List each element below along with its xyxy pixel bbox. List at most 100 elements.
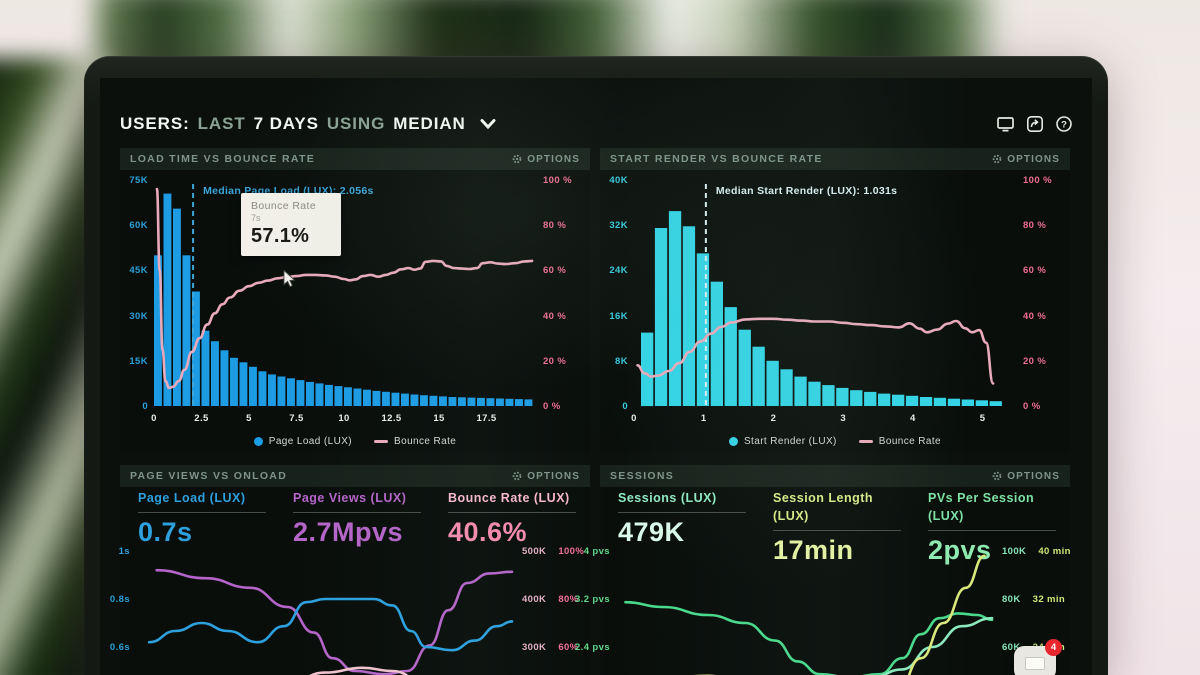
share-icon[interactable] bbox=[1027, 116, 1043, 132]
axis-tick-label: 40 % bbox=[1023, 310, 1047, 322]
axis-tick-label: 2 bbox=[770, 413, 777, 424]
sessions-metrics: Sessions (LUX) 479K Session Length (LUX)… bbox=[600, 489, 1070, 565]
header-median-label: MEDIAN bbox=[393, 114, 466, 133]
axis-tick-label: 4 bbox=[910, 413, 916, 424]
panel-sessions-title: SESSIONS bbox=[610, 470, 675, 482]
axis-tick-label: 40 % bbox=[543, 310, 567, 322]
axis-tick-label: 5 bbox=[246, 413, 252, 424]
axis-tick-label: 0 bbox=[622, 401, 628, 412]
axis-tick-label: 15 bbox=[433, 413, 445, 424]
axis-tick-label: 400K 80% bbox=[522, 594, 579, 605]
mouse-cursor-icon bbox=[283, 269, 296, 293]
metric-bounce-rate: Bounce Rate (LUX) 40.6% bbox=[430, 489, 585, 547]
load-time-chart: Median Page Load (LUX): 2.056s Bounce Ra… bbox=[120, 170, 590, 452]
gear-icon bbox=[512, 154, 522, 164]
legend-page-load[interactable]: Page Load (LUX) bbox=[253, 436, 352, 447]
axis-tick-label: 16K bbox=[609, 310, 628, 322]
axis-tick-label: 100 % bbox=[1023, 175, 1052, 186]
panel-page-views-title: PAGE VIEWS VS ONLOAD bbox=[130, 470, 288, 482]
axis-tick-label: 4 pvs bbox=[583, 546, 610, 557]
metric-pvs-per-session: PVs Per Session (LUX) 2pvs bbox=[910, 489, 1065, 565]
axis-tick-label: 60 % bbox=[543, 265, 567, 277]
axis-tick-label: 0.6s bbox=[109, 642, 130, 653]
start-render-chart-canvas[interactable]: Median Start Render (LUX): 1.031s bbox=[634, 180, 1014, 407]
axis-tick-label: 80 % bbox=[543, 220, 567, 232]
page-views-metrics: Page Load (LUX) 0.7s Page Views (LUX) 2.… bbox=[120, 489, 590, 547]
start-render-swatch bbox=[728, 437, 738, 446]
panel-sessions-header: SESSIONS OPTIONS bbox=[600, 465, 1070, 487]
axis-tick-label: 60 % bbox=[1023, 265, 1047, 277]
panel-page-views-header: PAGE VIEWS VS ONLOAD OPTIONS bbox=[120, 465, 590, 487]
sessions-chart-canvas[interactable] bbox=[618, 543, 994, 675]
page-views-options-button[interactable]: OPTIONS bbox=[512, 471, 580, 482]
axis-tick-label: 80 % bbox=[1023, 220, 1047, 232]
page-views-chart-canvas[interactable] bbox=[138, 543, 514, 675]
tooltip-value: 57.1% bbox=[251, 224, 310, 247]
axis-tick-label: 60K bbox=[129, 220, 148, 232]
legend-start-render[interactable]: Start Render (LUX) bbox=[728, 436, 837, 447]
metric-session-length: Session Length (LUX) 17min bbox=[755, 489, 910, 565]
legend-bounce-rate[interactable]: Bounce Rate bbox=[858, 436, 941, 447]
axis-tick-label: 20 % bbox=[543, 355, 567, 367]
axis-tick-label: 24K bbox=[609, 265, 628, 277]
legend-bounce-rate[interactable]: Bounce Rate bbox=[374, 436, 456, 447]
panel-start-render-header: START RENDER VS BOUNCE RATE OPTIONS bbox=[600, 148, 1070, 170]
panel-page-views-vs-onload: PAGE VIEWS VS ONLOAD OPTIONS Page Load (… bbox=[110, 465, 590, 675]
page-load-swatch bbox=[253, 437, 263, 446]
axis-tick-label: 30K bbox=[129, 310, 148, 322]
svg-text:Median Start Render (LUX): 1.0: Median Start Render (LUX): 1.031s bbox=[716, 185, 897, 197]
metric-sessions: Sessions (LUX) 479K bbox=[600, 489, 755, 547]
metric-page-load: Page Load (LUX) 0.7s bbox=[120, 489, 275, 547]
axis-tick-label: 12.5 bbox=[381, 413, 402, 424]
load-time-options-button[interactable]: OPTIONS bbox=[512, 154, 580, 165]
axis-tick-label: 3.2 pvs bbox=[574, 594, 610, 605]
panel-start-render-vs-bounce-rate: START RENDER VS BOUNCE RATE OPTIONS Medi… bbox=[600, 148, 1070, 452]
axis-tick-label: 0.8s bbox=[109, 594, 130, 605]
header-users-label: USERS: bbox=[120, 114, 190, 133]
header-range-label: 7 DAYS bbox=[253, 114, 319, 133]
start-render-legend: Start Render (LUX) Bounce Rate bbox=[600, 436, 1070, 447]
bounce-rate-swatch bbox=[858, 440, 873, 443]
axis-tick-label: 8K bbox=[615, 355, 628, 367]
users-range-dropdown[interactable]: USERS: LAST 7 DAYS USING MEDIAN bbox=[120, 114, 496, 134]
gear-icon bbox=[992, 154, 1002, 164]
help-icon[interactable]: ? bbox=[1056, 116, 1072, 132]
messenger-launcher-button[interactable]: 4 bbox=[1014, 639, 1062, 675]
sessions-options-button[interactable]: OPTIONS bbox=[992, 471, 1060, 482]
panel-load-time-header: LOAD TIME VS BOUNCE RATE OPTIONS bbox=[120, 148, 590, 170]
tooltip-bucket: 7s bbox=[251, 212, 261, 223]
axis-tick-label: 45K bbox=[129, 265, 148, 277]
header-toolbar: ? bbox=[997, 116, 1072, 132]
svg-text:?: ? bbox=[1061, 119, 1067, 130]
gear-icon bbox=[992, 471, 1002, 481]
axis-tick-label: 17.5 bbox=[476, 413, 497, 424]
gear-icon bbox=[512, 471, 522, 481]
axis-tick-label: 32K bbox=[609, 220, 628, 232]
axis-tick-label: 15K bbox=[129, 355, 148, 367]
panel-load-time-title: LOAD TIME VS BOUNCE RATE bbox=[130, 153, 316, 165]
start-render-options-button[interactable]: OPTIONS bbox=[992, 154, 1060, 165]
axis-tick-label: 3 bbox=[840, 413, 847, 424]
axis-tick-label: 7.5 bbox=[289, 413, 304, 424]
axis-tick-label: 1 bbox=[700, 413, 707, 424]
dashboard-header: USERS: LAST 7 DAYS USING MEDIAN bbox=[120, 108, 1072, 140]
display-icon[interactable] bbox=[997, 116, 1014, 132]
panel-load-time-vs-bounce-rate: LOAD TIME VS BOUNCE RATE OPTIONS Median … bbox=[120, 148, 590, 452]
axis-tick-label: 0 bbox=[151, 413, 157, 424]
axis-tick-label: 75K bbox=[129, 175, 148, 186]
laptop-bezel: USERS: LAST 7 DAYS USING MEDIAN bbox=[84, 56, 1108, 675]
axis-tick-label: 2.5 bbox=[194, 413, 209, 424]
header-using-label: USING bbox=[326, 114, 386, 133]
axis-tick-label: 100K 40 min bbox=[1002, 546, 1071, 557]
tooltip-title: Bounce Rate bbox=[251, 199, 317, 212]
axis-tick-label: 500K 100% bbox=[522, 546, 585, 557]
chevron-down-icon bbox=[474, 114, 496, 134]
panel-sessions: SESSIONS OPTIONS Sessions (LUX) 479K Ses… bbox=[575, 465, 1071, 675]
axis-tick-label: 0 % bbox=[1023, 401, 1041, 412]
axis-tick-label: 0 bbox=[142, 401, 148, 412]
sessions-chart: 4 pvs 3.2 pvs 2.4 pvs 100K 40 min 80K 32 min 60… bbox=[575, 543, 1071, 675]
axis-tick-label: 0 bbox=[631, 413, 637, 424]
load-time-chart-canvas[interactable]: Median Page Load (LUX): 2.056s bbox=[154, 180, 534, 406]
axis-tick-label: 80K 32 min bbox=[1002, 594, 1066, 605]
